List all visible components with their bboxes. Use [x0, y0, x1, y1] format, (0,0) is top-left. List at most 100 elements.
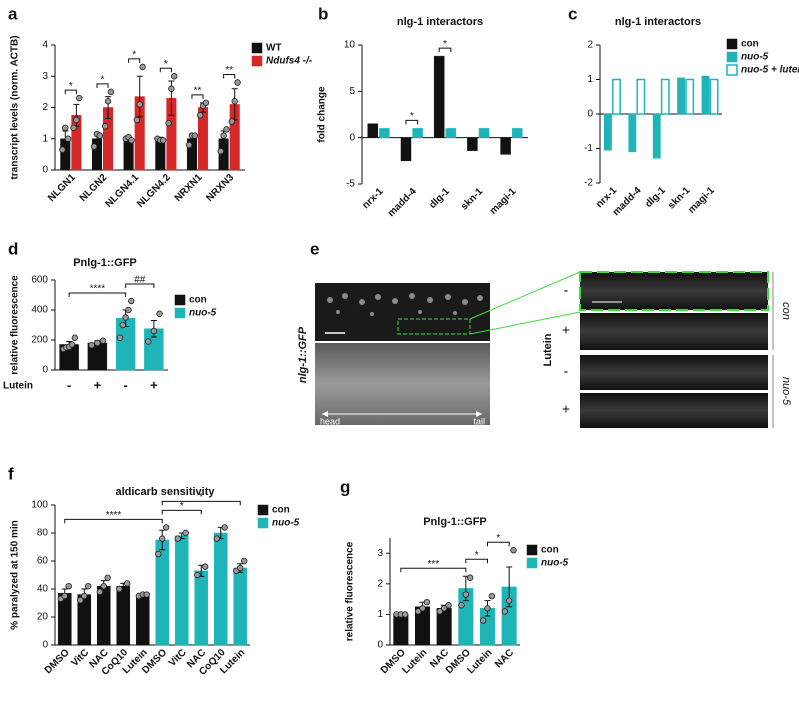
zoom-image	[580, 393, 768, 428]
bar	[612, 78, 621, 115]
significance-bracket	[159, 67, 172, 73]
legend-label: nuo-5	[189, 308, 217, 319]
data-point	[81, 592, 88, 600]
significance-label: ****	[106, 510, 122, 521]
x-tick-label: skn-1	[459, 186, 486, 213]
bar	[233, 567, 248, 646]
data-point	[174, 535, 182, 542]
bar	[604, 113, 612, 151]
y-axis-label: relative fluorescence	[10, 275, 21, 375]
bar	[636, 78, 646, 115]
data-point	[70, 124, 77, 132]
data-point	[71, 334, 79, 341]
y-axis-label: relative fluorescence	[345, 541, 356, 641]
tail-label: tail	[473, 416, 485, 426]
panel-letter: c	[568, 4, 577, 23]
data-point	[156, 310, 163, 317]
data-point	[414, 608, 422, 615]
data-point	[99, 337, 107, 344]
data-point	[159, 535, 166, 542]
data-point	[213, 535, 221, 542]
y-axis-label: fold change	[317, 86, 328, 143]
legend-label: con	[541, 545, 559, 556]
dic-image	[315, 343, 490, 425]
data-point	[96, 588, 104, 595]
legend-label: Ndufs4 -/-	[266, 56, 313, 67]
y-tick-label: 2	[377, 578, 383, 589]
zoom-image	[580, 355, 768, 390]
data-point	[139, 63, 146, 71]
significance-label: ***	[427, 559, 439, 570]
x-tick-label: -	[67, 377, 71, 392]
group-label: con	[780, 302, 792, 320]
significance-label: *	[101, 75, 105, 86]
data-point	[96, 132, 104, 139]
data-point	[88, 342, 95, 349]
y-tick-label: 400	[31, 305, 48, 316]
data-point	[107, 88, 115, 96]
sign-label: +	[562, 401, 570, 417]
legend-swatch	[251, 55, 263, 67]
significance-label: *	[410, 111, 414, 122]
data-point	[100, 583, 107, 590]
data-point	[143, 591, 150, 598]
significance-label: *	[199, 492, 203, 503]
data-point	[196, 112, 204, 119]
legend-swatch	[726, 51, 738, 63]
data-point	[122, 314, 129, 321]
x-tick-label: dlg-1	[427, 186, 452, 211]
y-tick-label: 0	[349, 132, 355, 143]
x-axis-label: Lutein	[3, 381, 33, 392]
bar	[685, 78, 695, 115]
significance-bracket	[405, 119, 419, 125]
sign-label: -	[564, 363, 569, 379]
data-point	[101, 123, 109, 130]
significance-bracket	[96, 83, 109, 88]
data-point	[479, 617, 487, 624]
significance-label: **	[194, 85, 202, 96]
x-tick-label: -	[123, 377, 127, 392]
head-label: head	[320, 416, 340, 426]
data-point	[191, 132, 199, 139]
zoom-line	[469, 311, 581, 335]
significance-bracket	[128, 58, 141, 63]
bar	[701, 75, 710, 115]
data-point	[125, 306, 132, 314]
significance-label: ****	[90, 284, 106, 295]
zoom-box	[397, 318, 471, 335]
data-point	[68, 341, 76, 348]
data-point	[128, 137, 135, 144]
data-point	[62, 124, 69, 132]
data-point	[133, 116, 141, 124]
y-tick-label: 1	[587, 74, 593, 85]
legend-label: con	[741, 39, 759, 50]
y-tick-label: -2	[584, 178, 593, 189]
data-point	[61, 592, 68, 600]
data-point	[223, 126, 230, 133]
x-tick-label: NLGN4.1	[104, 172, 142, 210]
bar	[467, 137, 478, 151]
chart-title: Pnlg-1::GFP	[73, 257, 137, 269]
data-point	[150, 327, 158, 335]
significance-bracket	[68, 292, 127, 297]
chart-title: nlg-1 interactors	[615, 16, 701, 28]
x-tick-label: nrx-1	[361, 186, 386, 211]
panel-letter: a	[8, 4, 18, 23]
data-point	[484, 605, 491, 612]
data-point	[419, 605, 426, 612]
x-tick-label: NAC	[493, 647, 516, 670]
data-point	[116, 334, 124, 341]
panel-letter: b	[318, 4, 328, 23]
y-tick-label: 1	[42, 133, 48, 144]
data-point	[194, 571, 201, 579]
bar	[379, 128, 390, 138]
data-point	[217, 148, 224, 155]
data-point	[440, 605, 448, 612]
y-tick-label: 0	[42, 640, 48, 651]
bar	[367, 123, 379, 138]
y-tick-label: 0	[42, 165, 48, 176]
legend-label: WT	[266, 43, 282, 54]
panel-letter: g	[340, 477, 350, 496]
zoom-frame	[579, 271, 769, 311]
